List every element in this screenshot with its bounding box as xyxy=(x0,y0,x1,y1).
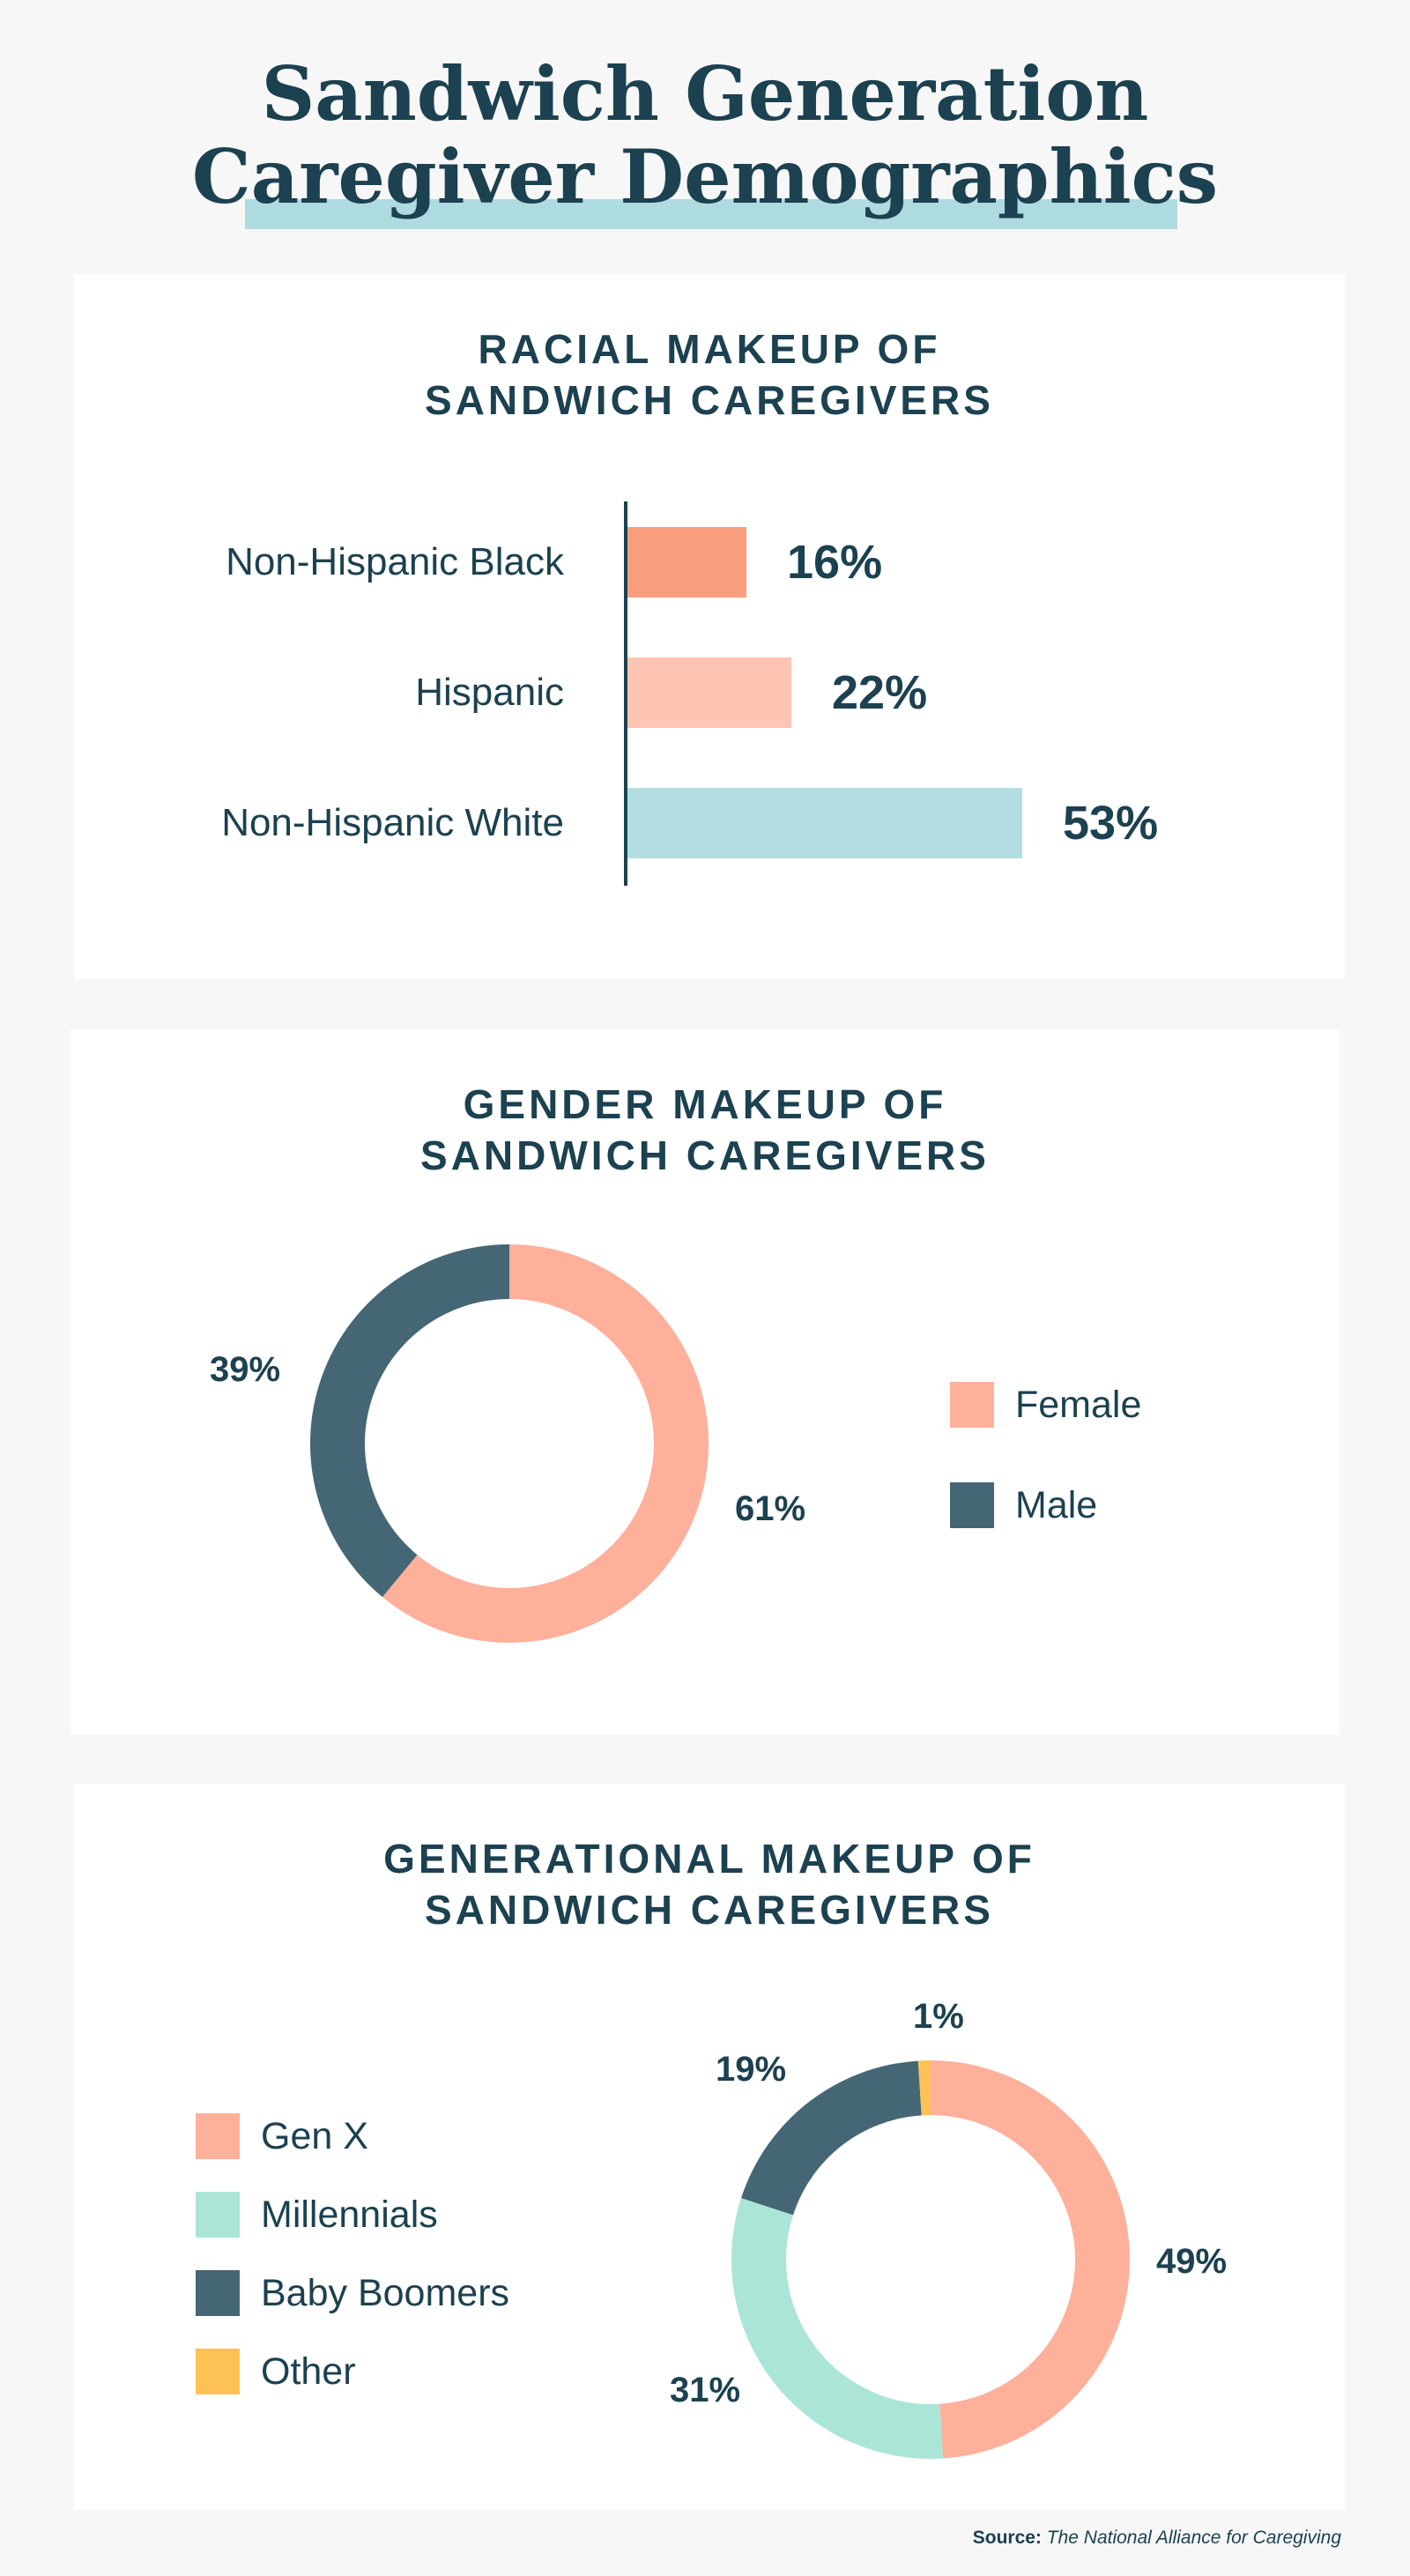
legend-label-gen-x: Gen X xyxy=(261,2115,368,2157)
legend-label-male: Male xyxy=(1015,1484,1098,1526)
donut-slice-baby-boomers xyxy=(741,2060,922,2216)
page-title-line-2: Caregiver Demographics xyxy=(191,133,1219,220)
legend-label-female: Female xyxy=(1015,1384,1142,1426)
title-highlight xyxy=(245,199,1177,229)
gender-makeup-card: GENDER MAKEUP OF SANDWICH CAREGIVERS 39%… xyxy=(70,1029,1340,1734)
donut-label-gen-x: 49% xyxy=(1156,2242,1228,2281)
donut-slice-female xyxy=(382,1244,709,1643)
donut-slice-other xyxy=(917,2060,931,2116)
source-text: The National Alliance for Caregiving xyxy=(1046,2528,1341,2548)
bar-label-non-hispanic-white: Non-Hispanic White xyxy=(221,801,564,844)
legend-swatch-gen-x xyxy=(196,2113,240,2159)
gender-donut-chart xyxy=(310,1244,709,1643)
source-prefix: Source: xyxy=(972,2528,1042,2548)
donut-label-male: 39% xyxy=(210,1350,281,1389)
donut-label-baby-boomers: 19% xyxy=(716,2050,787,2089)
bar-hispanic xyxy=(627,657,791,728)
legend-swatch-female xyxy=(950,1382,994,1428)
generational-donut-chart xyxy=(731,2060,1130,2459)
donut-label-millennials: 31% xyxy=(670,2371,741,2409)
legend-swatch-millennials xyxy=(196,2192,240,2238)
legend-label-other: Other xyxy=(261,2350,356,2393)
legend-swatch-male xyxy=(950,1482,994,1528)
legend-swatch-baby-boomers xyxy=(196,2270,240,2316)
racial-chart-title-line-2: SANDWICH CAREGIVERS xyxy=(425,377,994,423)
bar-label-non-hispanic-black: Non-Hispanic Black xyxy=(226,540,564,583)
racial-makeup-card: RACIAL MAKEUP OF SANDWICH CAREGIVERS Non… xyxy=(74,274,1345,979)
racial-chart-title-line-1: RACIAL MAKEUP OF xyxy=(478,326,941,372)
donut-label-other: 1% xyxy=(913,1997,964,2036)
legend-swatch-other xyxy=(196,2349,240,2394)
bar-label-hispanic: Hispanic xyxy=(415,671,564,714)
generational-chart-title-line-1: GENERATIONAL MAKEUP OF xyxy=(383,1836,1035,1882)
gender-chart-title-line-1: GENDER MAKEUP OF xyxy=(463,1081,947,1127)
donut-slice-millennials xyxy=(731,2198,944,2459)
page-title: Sandwich Generation Caregiver Demographi… xyxy=(0,53,1410,219)
bar-non-hispanic-white xyxy=(627,788,1022,858)
legend-label-baby-boomers: Baby Boomers xyxy=(261,2272,510,2314)
gender-chart-title-line-2: SANDWICH CAREGIVERS xyxy=(420,1132,990,1178)
bar-value-non-hispanic-black: 16% xyxy=(787,536,883,589)
legend-label-millennials: Millennials xyxy=(261,2194,438,2236)
donut-slice-gen-x xyxy=(931,2060,1130,2459)
page-title-line-1: Sandwich Generation xyxy=(261,50,1149,137)
generational-makeup-card: GENERATIONAL MAKEUP OF SANDWICH CAREGIVE… xyxy=(74,1784,1345,2510)
bar-value-hispanic: 22% xyxy=(832,666,928,719)
bar-value-non-hispanic-white: 53% xyxy=(1063,797,1159,850)
donut-slice-male xyxy=(310,1244,509,1598)
generational-chart-title-line-2: SANDWICH CAREGIVERS xyxy=(425,1887,994,1933)
bar-non-hispanic-black xyxy=(627,527,746,598)
donut-label-female: 61% xyxy=(735,1489,806,1528)
source-note: Source: The National Alliance for Caregi… xyxy=(973,2528,1341,2549)
bar-chart-axis xyxy=(624,501,627,886)
